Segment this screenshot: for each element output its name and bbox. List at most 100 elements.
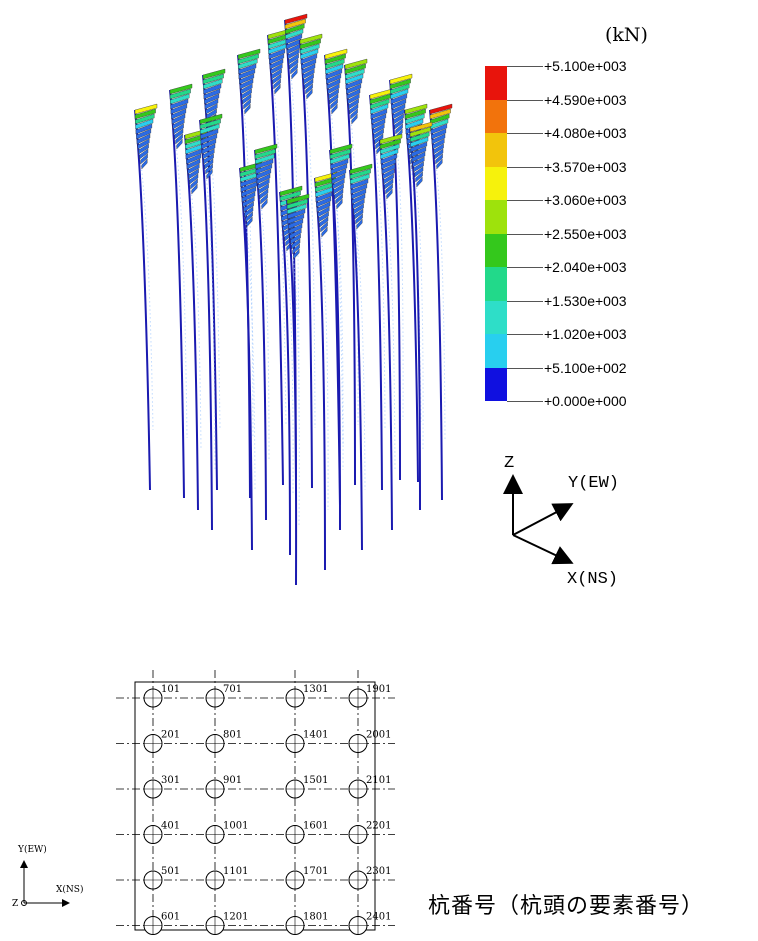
legend-value: +0.000e+000: [544, 393, 627, 409]
pile-force-band: [244, 206, 254, 218]
pile-force-band: [200, 133, 218, 145]
pile-number-label: 2401: [366, 912, 391, 923]
pile-force-band: [245, 211, 253, 223]
pile-force-band: [350, 178, 369, 190]
pile-force-band: [286, 193, 310, 205]
pile-number-label: 2101: [366, 775, 391, 786]
pile-number-label: 501: [161, 866, 180, 877]
pile-force-band: [286, 198, 308, 210]
pile-force-band: [243, 201, 254, 213]
pile-force-band: [175, 133, 183, 145]
pile-force-band: [380, 143, 400, 155]
pile-force-band: [289, 58, 299, 70]
pile-force-band: [324, 53, 346, 65]
pile-force-band: [300, 53, 318, 65]
legend-swatch: [485, 66, 507, 100]
pile-force-band: [306, 88, 313, 100]
pile-force-band: [259, 188, 269, 200]
pile-force-band: [430, 123, 448, 135]
pile-force-band: [432, 138, 445, 150]
legend-swatch: [485, 300, 507, 334]
pile-force-band: [288, 218, 304, 230]
legend-value: +4.080e+003: [544, 125, 627, 141]
pile-force-band: [134, 108, 156, 120]
legend-value: +4.590e+003: [544, 91, 627, 108]
pile-force-band: [185, 138, 205, 150]
pile-force-band: [238, 68, 256, 80]
pile-force-band: [384, 178, 394, 190]
pile-force-band: [170, 93, 190, 105]
pile-force-band: [288, 53, 299, 65]
plan-axis-triad: Y(EW) X(NS) Z: [10, 840, 110, 920]
pile-force-band: [241, 191, 256, 203]
pile-force-band: [299, 38, 321, 50]
pile-force-band: [203, 78, 223, 90]
pile-force-band: [187, 163, 200, 175]
pile-force-band: [336, 198, 343, 210]
pile-force-band: [414, 166, 424, 178]
legend-tick: [507, 66, 543, 67]
pile-force-band: [199, 118, 221, 130]
pile-axial-force-3d-view: [134, 13, 453, 585]
pile-force-band: [370, 108, 388, 120]
pile-force-band: [279, 185, 303, 197]
pile-force-band: [169, 88, 191, 100]
pile-force-band: [173, 123, 184, 135]
pile-stress-marks: [333, 189, 344, 471]
pile-stress-marks: [373, 134, 386, 431]
pile-force-band: [270, 63, 283, 75]
legend-swatch: [485, 267, 507, 301]
pile-number-label: 701: [223, 684, 242, 695]
pile-force-band: [291, 238, 301, 250]
pile-number-label: 801: [223, 730, 242, 741]
pile-force-band: [202, 148, 215, 160]
pile-force-band: [371, 118, 386, 130]
pile-force-band: [285, 23, 305, 35]
pile-force-band: [301, 58, 317, 70]
pile-force-band: [239, 73, 255, 85]
pile-force-band: [191, 183, 198, 195]
legend-tick: [507, 133, 543, 134]
pile-force-band: [379, 138, 401, 150]
pile-force-band: [138, 143, 149, 155]
pile-force-band: [352, 198, 365, 210]
pile-force-band: [254, 143, 278, 155]
pile-force-band: [171, 113, 186, 125]
pile-force-band: [410, 136, 429, 148]
pile-force-band: [345, 78, 363, 90]
legend-swatch: [485, 133, 507, 167]
pile-force-band: [348, 98, 359, 110]
pile-force-band: [204, 93, 220, 105]
pile-force-band: [350, 108, 358, 120]
legend-value: +1.530e+003: [544, 292, 627, 309]
pile-force-band: [300, 43, 320, 55]
pile-stress-marks: [303, 79, 316, 429]
pile-force-band: [389, 73, 413, 85]
legend-swatch: [485, 367, 507, 401]
pile-number-label: 1501: [303, 775, 328, 786]
pile-force-band: [386, 188, 393, 200]
axis-triad: Z Y(EW) X(NS): [490, 450, 640, 600]
pile-force-band: [415, 171, 423, 183]
pile-force-band: [135, 113, 155, 125]
pile-force-band: [410, 131, 430, 143]
pile-force-band: [316, 196, 332, 208]
pile-force-band: [434, 148, 444, 160]
pile-number-label: 301: [161, 775, 180, 786]
pile-shaft: [344, 64, 356, 486]
pile-stress-marks: [203, 159, 216, 471]
pile-stress-marks: [348, 104, 359, 426]
pile-force-band: [186, 153, 202, 165]
legend-value: +3.570e+003: [544, 158, 627, 175]
pile-force-band: [381, 158, 397, 170]
pile-force-band: [320, 221, 328, 233]
pile-force-band: [273, 78, 281, 90]
pile-force-band: [329, 143, 353, 155]
pile-force-band: [255, 158, 274, 170]
legend-tick: [507, 367, 543, 369]
pile-force-band: [303, 73, 314, 85]
pile-force-band: [272, 73, 282, 85]
pile-force-band: [256, 173, 271, 185]
pile-force-band: [287, 48, 300, 60]
pile-stress-marks: [328, 94, 344, 446]
